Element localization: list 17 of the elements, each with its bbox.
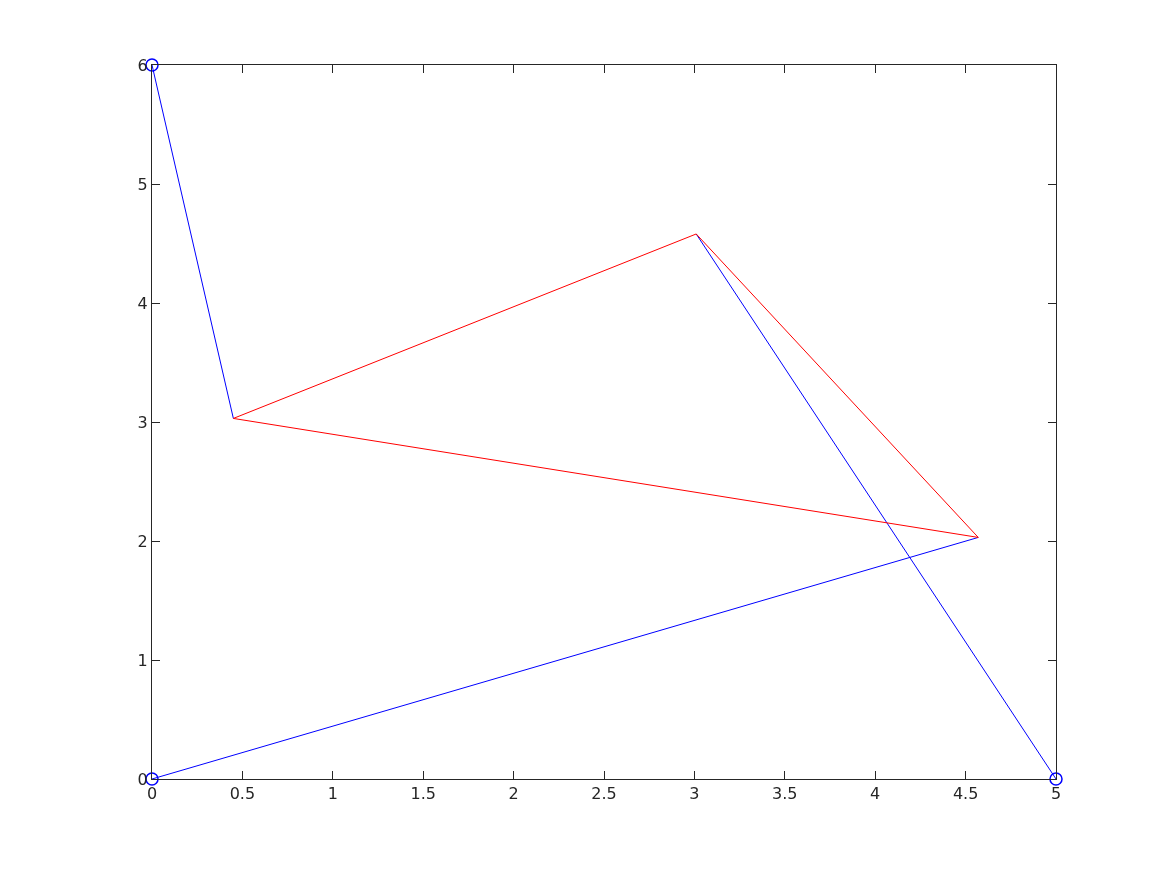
x-tick-label: 0.5 <box>229 784 256 804</box>
y-tick-label: 2 <box>137 531 148 551</box>
x-tick-label: 3.5 <box>772 784 798 804</box>
y-tick-label: 0 <box>137 769 148 789</box>
y-tick-label: 1 <box>137 650 148 670</box>
x-tick-label: 2.5 <box>591 784 617 804</box>
x-tick-label: 2 <box>508 784 519 804</box>
y-tick-label: 6 <box>137 55 148 75</box>
x-tick-label: 5 <box>1050 784 1062 804</box>
x-tick-label: 4 <box>870 784 881 804</box>
x-tick-label: 3 <box>689 784 700 804</box>
x-tick-label: 4.5 <box>952 784 979 804</box>
x-tick-label: 1.5 <box>410 784 436 804</box>
y-tick-label: 4 <box>137 293 148 313</box>
y-tick-label: 3 <box>137 412 148 432</box>
y-tick-label: 5 <box>137 174 148 194</box>
x-tick-label: 1 <box>327 784 338 804</box>
